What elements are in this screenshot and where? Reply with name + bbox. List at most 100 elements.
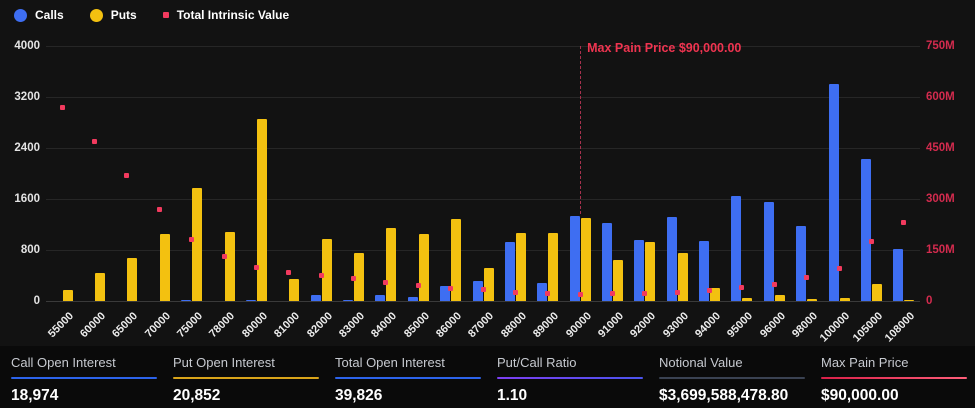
tiv-point[interactable] [868,239,874,244]
tiv-point[interactable] [707,287,713,293]
put-bar[interactable] [192,187,203,301]
tiv-point[interactable] [415,283,421,289]
put-bar[interactable] [645,242,656,301]
call-bar[interactable] [796,225,807,301]
put-bar[interactable] [774,294,785,301]
call-bar[interactable] [407,297,418,301]
x-axis-label: 81000 [272,310,303,341]
put-bar[interactable] [742,298,753,301]
stat-max-pain-price: Max Pain Price $90,000.00 [821,355,967,408]
put-bar[interactable] [677,252,688,301]
put-bar[interactable] [839,298,850,301]
put-bar[interactable] [710,287,721,301]
tiv-point[interactable] [448,285,454,291]
tiv-point[interactable] [221,254,227,260]
tiv-point[interactable] [253,264,259,270]
put-bar[interactable] [256,119,267,301]
put-bar[interactable] [386,228,397,301]
calls-legend-marker-icon [14,8,27,22]
tiv-point[interactable] [545,291,551,297]
tiv-point[interactable] [318,273,324,278]
put-bar[interactable] [418,234,429,301]
call-bar[interactable] [375,295,386,301]
stat-value: 1.10 [497,387,528,404]
call-bar[interactable] [763,201,774,301]
tiv-point[interactable] [59,104,65,110]
tiv-point[interactable] [124,172,130,178]
tiv-point[interactable] [674,289,680,295]
call-bar[interactable] [601,222,612,301]
put-bar[interactable] [289,278,300,301]
tiv-point[interactable] [804,274,810,280]
call-bar[interactable] [666,217,677,301]
call-bar[interactable] [245,300,256,301]
legend-item-puts[interactable]: Puts [89,8,137,22]
call-bar[interactable] [828,84,839,301]
put-bar[interactable] [904,299,915,301]
call-bar[interactable] [181,299,192,301]
gridline [46,250,920,251]
tiv-point[interactable] [642,291,648,297]
put-bar[interactable] [580,218,591,301]
tiv-point[interactable] [351,276,357,282]
y-axis-left-label: 3200 [14,91,40,103]
x-axis-label: 105000 [850,310,885,345]
tiv-point[interactable] [286,269,292,275]
put-bar[interactable] [95,272,106,301]
tiv-point[interactable] [480,287,486,293]
tiv-point[interactable] [156,206,162,212]
x-axis-label: 87000 [466,310,497,341]
tiv-point[interactable] [901,220,907,226]
call-bar[interactable] [343,300,354,301]
legend-item-tiv[interactable]: Total Intrinsic Value [162,8,289,22]
put-bar[interactable] [612,259,623,301]
legend-item-calls[interactable]: Calls [14,8,64,22]
call-bar[interactable] [860,159,871,301]
call-bar[interactable] [731,196,742,301]
tiv-point[interactable] [189,237,195,243]
put-bar[interactable] [62,290,73,301]
put-bar[interactable] [127,258,138,301]
tiv-point[interactable] [771,281,777,287]
x-axis-label: 93000 [660,310,691,341]
call-bar[interactable] [537,282,548,301]
call-bar[interactable] [440,285,451,301]
put-bar[interactable] [159,234,170,301]
y-axis-left-label: 1600 [14,193,40,205]
put-bar[interactable] [321,239,332,301]
call-bar[interactable] [504,241,515,301]
put-bar[interactable] [515,233,526,301]
put-bar[interactable] [483,268,494,301]
stat-call-open-interest: Call Open Interest 18,974 [11,355,157,408]
call-bar[interactable] [569,216,580,301]
x-axis-label: 84000 [369,310,400,341]
stat-value: $3,699,588,478.80 [659,387,789,404]
put-bar[interactable] [807,299,818,301]
put-bar[interactable] [354,253,365,301]
x-axis-label: 82000 [304,310,335,341]
put-bar[interactable] [871,283,882,301]
tiv-point[interactable] [836,266,842,272]
tiv-point[interactable] [92,138,98,144]
tiv-point[interactable] [512,290,518,295]
call-bar[interactable] [893,248,904,301]
y-axis-left-label: 2400 [14,142,40,154]
x-axis-label: 86000 [434,310,465,341]
call-bar[interactable] [699,241,710,301]
y-axis-right-label: 450M [926,142,955,154]
gridline [46,97,920,98]
call-bar[interactable] [310,294,321,301]
tiv-point[interactable] [739,284,745,290]
call-bar[interactable] [634,240,645,301]
x-axis-label: 65000 [110,310,141,341]
call-bar[interactable] [472,280,483,301]
put-bar[interactable] [548,233,559,301]
put-bar[interactable] [224,232,235,301]
y-axis-right-label: 300M [926,193,955,205]
tiv-point[interactable] [577,292,583,298]
put-bar[interactable] [451,218,462,301]
tiv-point[interactable] [383,279,389,285]
tiv-point[interactable] [609,291,615,297]
